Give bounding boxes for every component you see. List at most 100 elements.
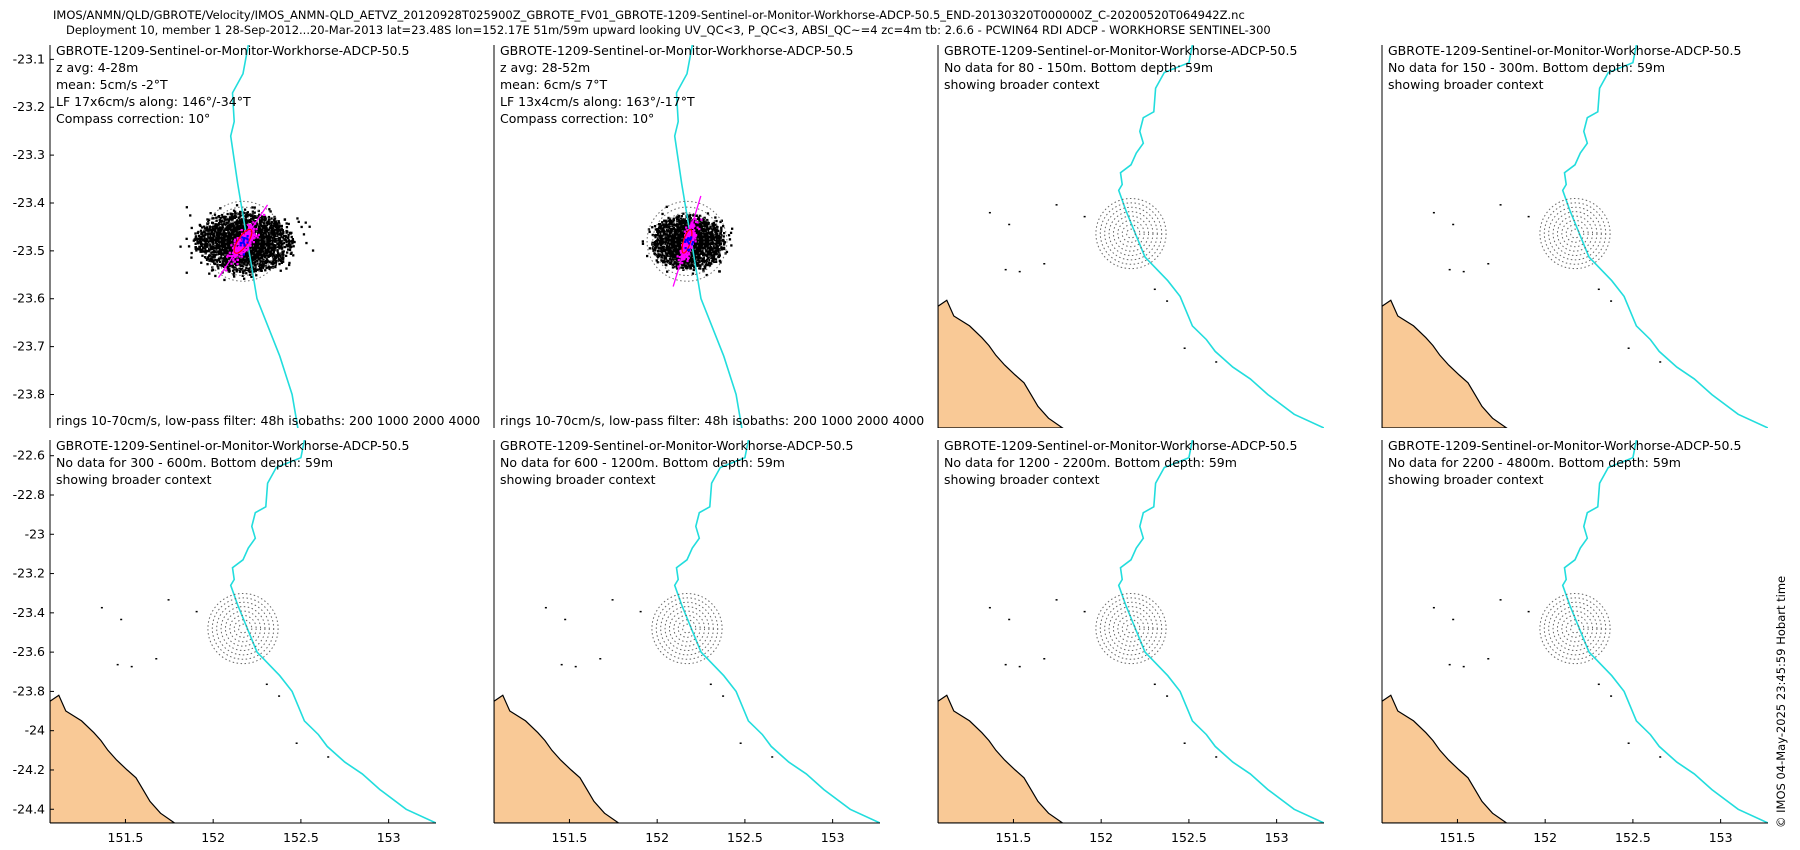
- annotation-line-3: showing broader context: [1388, 472, 1544, 487]
- x-tick-label-1: 151.5: [552, 830, 588, 845]
- annotation-line-3: showing broader context: [944, 77, 1100, 92]
- ring-5: [1108, 606, 1154, 651]
- plot-area: [641, 45, 743, 428]
- variance-ellipse: [233, 228, 253, 254]
- speed-rings: [1539, 197, 1611, 270]
- y-tick-label-4: -23.2: [13, 566, 45, 581]
- y-tick-label-8: -23.8: [13, 386, 45, 401]
- y-tick-label-4: -23.4: [13, 195, 45, 210]
- ring-3: [673, 614, 701, 643]
- island-4: [709, 683, 712, 686]
- island-7: [1215, 361, 1218, 363]
- y-tick-label-2: -22.8: [13, 487, 45, 502]
- island-2: [1448, 268, 1451, 271]
- island-2: [1448, 663, 1451, 666]
- plot-area: [494, 440, 880, 823]
- speed-rings: [1095, 592, 1167, 665]
- island-1: [155, 658, 158, 660]
- ring-1: [1570, 623, 1580, 634]
- ring-2: [233, 619, 253, 638]
- panel-5: GBROTE-1209-Sentinel-or-Monitor-Workhors…: [13, 438, 436, 845]
- y-tick-label-1: -23.1: [13, 51, 45, 66]
- speed-rings: [207, 592, 279, 665]
- isobath-line: [673, 440, 880, 823]
- island-5: [722, 695, 725, 697]
- ring-4: [224, 610, 262, 647]
- ring-8: [1095, 197, 1167, 270]
- island-3: [1018, 665, 1021, 668]
- footer-annotation: rings 10-70cm/s, low-pass filter: 48h is…: [500, 413, 924, 428]
- ring-1: [682, 623, 692, 634]
- y-tick-label-7: -23.8: [13, 683, 45, 698]
- x-tick-label-4: 153: [1265, 830, 1289, 845]
- panel-4: GBROTE-1209-Sentinel-or-Monitor-Workhors…: [1381, 43, 1768, 428]
- island-9: [1452, 223, 1455, 226]
- ring-2: [1565, 224, 1585, 243]
- y-tick-label-6: -23.6: [13, 644, 45, 659]
- ring-4: [1112, 215, 1150, 252]
- ring-3: [669, 223, 705, 259]
- annotation-line-1: GBROTE-1209-Sentinel-or-Monitor-Workhors…: [1388, 438, 1741, 453]
- island-5: [1166, 695, 1169, 697]
- island-11: [1527, 215, 1530, 218]
- ring-8: [1539, 592, 1611, 665]
- island-9: [1452, 618, 1455, 621]
- ring-7: [211, 597, 275, 660]
- ring-1: [1126, 228, 1136, 239]
- ring-2: [1565, 619, 1585, 638]
- ring-3: [1117, 614, 1145, 643]
- ring-6: [1104, 206, 1158, 261]
- ring-6: [660, 601, 714, 656]
- island-5: [1166, 300, 1169, 302]
- annotation-line-2: z avg: 28-52m: [500, 60, 590, 75]
- annotation-line-2: No data for 600 - 1200m. Bottom depth: 5…: [500, 455, 785, 470]
- ring-6: [1548, 601, 1602, 656]
- coastline-land: [494, 694, 620, 823]
- speed-rings: [1539, 592, 1611, 665]
- island-2: [1004, 663, 1007, 666]
- ring-3: [1561, 219, 1589, 248]
- ring-7: [1099, 597, 1163, 660]
- x-tick-label-3: 152.5: [283, 830, 319, 845]
- ring-4: [663, 217, 711, 265]
- panel-8: GBROTE-1209-Sentinel-or-Monitor-Workhors…: [1381, 438, 1768, 845]
- island-8: [988, 606, 991, 609]
- x-tick-label-2: 152: [1533, 830, 1557, 845]
- island-10: [1499, 204, 1502, 206]
- island-6: [1183, 347, 1186, 349]
- island-3: [1018, 270, 1021, 273]
- island-6: [1627, 347, 1630, 349]
- ring-7: [646, 200, 728, 282]
- speed-rings: [651, 592, 723, 665]
- island-9: [1008, 223, 1011, 226]
- y-tick-label-1: -22.6: [13, 448, 45, 463]
- ring-7: [655, 597, 719, 660]
- x-tick-label-2: 152: [201, 830, 225, 845]
- y-tick-label-9: -24.2: [13, 762, 45, 777]
- ring-7: [202, 200, 284, 282]
- speed-rings: [646, 200, 728, 282]
- annotation-line-1: GBROTE-1209-Sentinel-or-Monitor-Workhors…: [56, 438, 409, 453]
- ring-3: [229, 614, 257, 643]
- island-4: [1153, 683, 1156, 686]
- figure-title-line1: IMOS/ANMN/QLD/GBROTE/Velocity/IMOS_ANMN-…: [53, 8, 1245, 22]
- ring-4: [1556, 215, 1594, 252]
- x-tick-label-3: 152.5: [727, 830, 763, 845]
- annotation-line-5: Compass correction: 10°: [56, 111, 210, 126]
- annotation-line-4: LF 13x4cm/s along: 163°/-17°T: [500, 94, 695, 109]
- island-9: [1008, 618, 1011, 621]
- island-8: [544, 606, 547, 609]
- island-6: [1183, 742, 1186, 744]
- island-7: [771, 756, 774, 758]
- annotation-line-1: GBROTE-1209-Sentinel-or-Monitor-Workhors…: [500, 438, 853, 453]
- ring-4: [1556, 610, 1594, 647]
- island-5: [1610, 300, 1613, 302]
- island-2: [116, 663, 119, 666]
- annotation-line-4: LF 17x6cm/s along: 146°/-34°T: [56, 94, 251, 109]
- ring-4: [1112, 610, 1150, 647]
- coastline-land: [938, 694, 1064, 823]
- isobath-line: [229, 45, 299, 428]
- annotation-line-1: GBROTE-1209-Sentinel-or-Monitor-Workhors…: [944, 438, 1297, 453]
- ring-6: [1104, 601, 1158, 656]
